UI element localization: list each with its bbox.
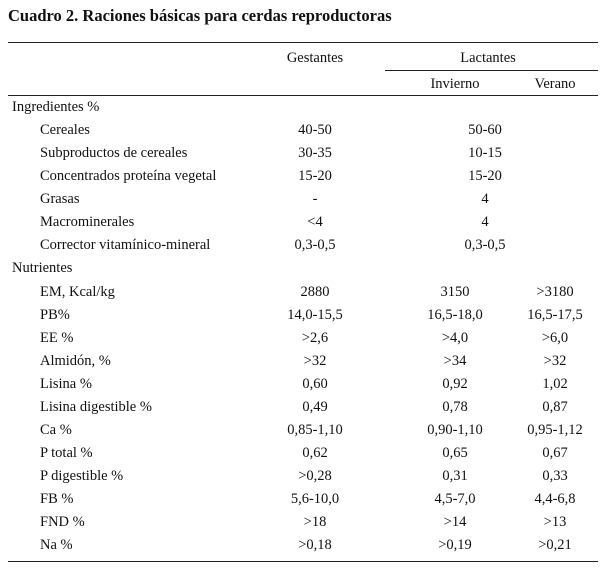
cell-gestantes: 40-50 [298, 122, 332, 138]
section-label: Ingredientes % [12, 99, 100, 115]
top-rule [8, 42, 598, 43]
cell-invierno: >0,19 [438, 537, 472, 553]
cell-verano: 0,87 [542, 399, 568, 415]
table-row: Na % >0,18 >0,19 >0,21 [0, 534, 600, 557]
table-row: Corrector vitamínico-mineral 0,3-0,5 0,3… [0, 234, 600, 257]
row-label: Na % [40, 537, 73, 553]
cell-invierno: >14 [443, 514, 467, 530]
row-label: EM, Kcal/kg [40, 284, 115, 300]
row-label: P digestible % [40, 468, 124, 484]
table-row: Subproductos de cereales 30-35 10-15 [0, 142, 600, 165]
cell-gestantes: >0,28 [298, 468, 332, 484]
table-title: Cuadro 2. Raciones básicas para cerdas r… [8, 6, 392, 25]
cell-invierno: >4,0 [441, 330, 469, 346]
cell-gestantes: <4 [307, 214, 323, 230]
row-label: FB % [40, 491, 74, 507]
header-rule [8, 95, 598, 96]
cell-verano: 0,95-1,12 [527, 422, 583, 438]
cell-invierno: 0,78 [442, 399, 468, 415]
cell-invierno: >34 [443, 353, 467, 369]
cell-gestantes: 0,49 [302, 399, 328, 415]
row-label: Corrector vitamínico-mineral [40, 237, 211, 253]
cell-invierno: 0,92 [442, 376, 468, 392]
table-row: EE % >2,6 >4,0 >6,0 [0, 327, 600, 350]
section-header-nutrientes: Nutrientes [0, 257, 600, 280]
table-row: Lisina % 0,60 0,92 1,02 [0, 373, 600, 396]
cell-lactantes: 15-20 [468, 168, 502, 184]
cell-lactantes: 50-60 [468, 122, 502, 138]
cell-verano: 1,02 [542, 376, 568, 392]
row-label: FND % [40, 514, 85, 530]
cell-invierno: 0,90-1,10 [427, 422, 483, 438]
cell-gestantes: >0,18 [298, 537, 332, 553]
cell-gestantes: >2,6 [301, 330, 329, 346]
table-row: EM, Kcal/kg 2880 3150 >3180 [0, 281, 600, 304]
table-row: FB % 5,6-10,0 4,5-7,0 4,4-6,8 [0, 488, 600, 511]
header-lactantes: Lactantes [460, 50, 516, 66]
cell-lactantes: 4 [481, 191, 489, 207]
cell-verano: >6,0 [541, 330, 569, 346]
table-row: Cereales 40-50 50-60 [0, 119, 600, 142]
section-label: Nutrientes [12, 260, 73, 276]
table-row: FND % >18 >14 >13 [0, 511, 600, 534]
row-label: P total % [40, 445, 93, 461]
cell-invierno: 16,5-18,0 [427, 307, 483, 323]
cell-verano: >3180 [536, 284, 574, 300]
cell-invierno: 0,31 [442, 468, 468, 484]
table-row: Almidón, % >32 >34 >32 [0, 350, 600, 373]
table-row: Concentrados proteína vegetal 15-20 15-2… [0, 165, 600, 188]
header-verano: Verano [534, 76, 576, 92]
lactantes-rule [385, 70, 598, 71]
row-label: Macrominerales [40, 214, 135, 230]
cell-verano: >13 [543, 514, 567, 530]
cell-gestantes: >18 [303, 514, 327, 530]
cell-gestantes: 2880 [300, 284, 330, 300]
row-label: Subproductos de cereales [40, 145, 188, 161]
cell-gestantes: - [312, 191, 318, 207]
cell-verano: >0,21 [538, 537, 572, 553]
cell-verano: >32 [543, 353, 567, 369]
cell-lactantes: 0,3-0,5 [464, 237, 506, 253]
table-row: P digestible % >0,28 0,31 0,33 [0, 465, 600, 488]
header-gestantes: Gestantes [286, 50, 344, 66]
cell-gestantes: 0,3-0,5 [294, 237, 336, 253]
cell-invierno: 3150 [440, 284, 470, 300]
table-row: Lisina digestible % 0,49 0,78 0,87 [0, 396, 600, 419]
cell-gestantes: 0,85-1,10 [287, 422, 343, 438]
cell-gestantes: 14,0-15,5 [287, 307, 343, 323]
cell-lactantes: 10-15 [468, 145, 502, 161]
cell-verano: 4,4-6,8 [534, 491, 576, 507]
cell-verano: 16,5-17,5 [527, 307, 583, 323]
cell-gestantes: 0,62 [302, 445, 328, 461]
row-label: Almidón, % [40, 353, 111, 369]
cell-gestantes: 5,6-10,0 [290, 491, 340, 507]
cell-verano: 0,33 [542, 468, 568, 484]
row-label: Concentrados proteína vegetal [40, 168, 217, 184]
cell-invierno: 0,65 [442, 445, 468, 461]
cell-verano: 0,67 [542, 445, 568, 461]
row-label: PB% [40, 307, 70, 323]
cell-gestantes: 30-35 [298, 145, 332, 161]
table-row: Grasas - 4 [0, 188, 600, 211]
cell-gestantes: 0,60 [302, 376, 328, 392]
row-label: Ca % [40, 422, 72, 438]
row-label: EE % [40, 330, 74, 346]
table-row: PB% 14,0-15,5 16,5-18,0 16,5-17,5 [0, 304, 600, 327]
table-row: Ca % 0,85-1,10 0,90-1,10 0,95-1,12 [0, 419, 600, 442]
table-row: P total % 0,62 0,65 0,67 [0, 442, 600, 465]
row-label: Cereales [40, 122, 90, 138]
row-label: Lisina % [40, 376, 92, 392]
cell-invierno: 4,5-7,0 [434, 491, 476, 507]
header-invierno: Invierno [430, 76, 480, 92]
row-label: Grasas [40, 191, 80, 207]
section-header-ingredientes: Ingredientes % [0, 96, 600, 119]
row-label: Lisina digestible % [40, 399, 152, 415]
cell-gestantes: >32 [303, 353, 327, 369]
cell-lactantes: 4 [481, 214, 489, 230]
table-row: Macrominerales <4 4 [0, 211, 600, 234]
cell-gestantes: 15-20 [298, 168, 332, 184]
bottom-rule [8, 561, 598, 562]
